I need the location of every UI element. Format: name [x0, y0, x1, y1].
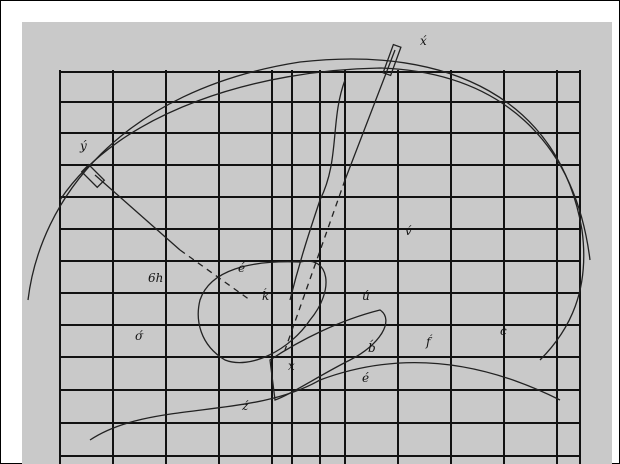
handwritten-label: é [238, 261, 245, 275]
labels: x́ ý v́ ú f́ b́ é σ́ ź ḱ é c 6h x [79, 34, 507, 413]
handwritten-label: x́ [420, 34, 427, 48]
probe-x [382, 43, 402, 77]
handwritten-label: f́ [425, 333, 433, 349]
handwritten-label: é [362, 371, 369, 385]
grid [59, 70, 581, 464]
lower-curve [89, 361, 561, 441]
handwritten-label: c [500, 324, 507, 338]
trajectory-y [94, 174, 181, 251]
handwritten-label: ḱ [262, 287, 269, 303]
track [289, 79, 346, 301]
inner-outline [59, 67, 591, 261]
handwritten-label: v́ [405, 224, 412, 238]
handwritten-label: 6h [148, 271, 163, 285]
structure [197, 260, 327, 364]
structure-2 [269, 309, 387, 401]
sketch [27, 43, 591, 441]
handwritten-label: ź [241, 399, 249, 413]
scan-background [22, 22, 612, 464]
trajectory-x-dashed [284, 179, 346, 351]
head-outline [27, 58, 585, 361]
probe-y [80, 163, 106, 189]
handwritten-label: x [288, 359, 295, 373]
handwritten-label: b́ [368, 338, 376, 355]
trajectory-y-dashed [179, 249, 251, 301]
handwritten-label: ú [362, 289, 370, 303]
handwritten-label: σ́ [135, 329, 144, 343]
trajectory-x [344, 49, 396, 181]
handwritten-label: ý [79, 139, 87, 153]
